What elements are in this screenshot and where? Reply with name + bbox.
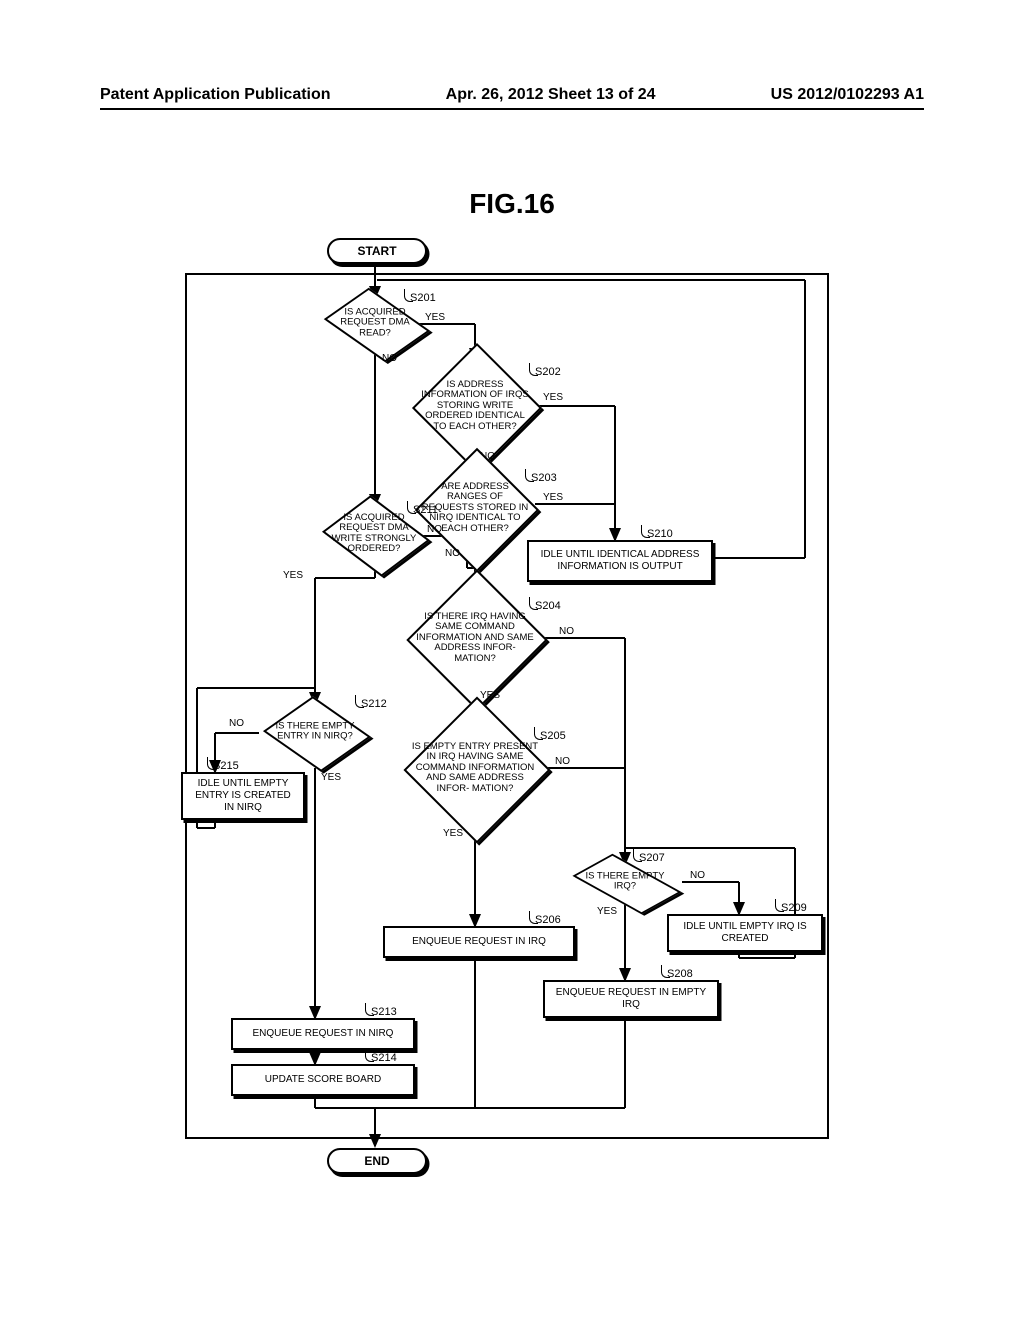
process-s208: ENQUEUE REQUEST IN EMPTY IRQ — [543, 980, 719, 1018]
process-s215: IDLE UNTIL EMPTY ENTRY IS CREATED IN NIR… — [181, 772, 305, 820]
step-tag-s208: S208 — [667, 968, 693, 980]
step-tag-s203: S203 — [531, 472, 557, 484]
label-yes: YES — [283, 570, 303, 581]
process-s209: IDLE UNTIL EMPTY IRQ IS CREATED — [667, 914, 823, 952]
label-no: NO — [445, 548, 460, 559]
step-tag-s204: S204 — [535, 600, 561, 612]
flowchart: START IS ACQUIRED REQUEST DMA READ? S201… — [185, 238, 825, 1178]
step-tag-s211: S211 — [413, 504, 438, 516]
step-tag-s214: S214 — [371, 1052, 397, 1064]
process-s213: ENQUEUE REQUEST IN NIRQ — [231, 1018, 415, 1050]
decision-s211-text: IS ACQUIRED REQUEST DMA WRITE STRONGLY O… — [329, 513, 420, 555]
label-yes: YES — [443, 828, 463, 839]
label-no: NO — [559, 626, 574, 637]
step-tag-s210: S210 — [647, 528, 673, 540]
terminator-end: END — [327, 1148, 427, 1174]
header-right: US 2012/0102293 A1 — [771, 86, 924, 104]
decision-s201-text: IS ACQUIRED REQUEST DMA READ? — [330, 307, 421, 338]
decision-s207: IS THERE EMPTY IRQ? — [589, 862, 661, 902]
decision-s207-text: IS THERE EMPTY IRQ? — [578, 872, 672, 893]
process-s206: ENQUEUE REQUEST IN IRQ — [383, 926, 575, 958]
label-no: NO — [427, 524, 442, 535]
label-no: NO — [690, 870, 705, 881]
label-no: NO — [229, 718, 244, 729]
page: Patent Application Publication Apr. 26, … — [0, 0, 1024, 1320]
decision-s202-text: IS ADDRESS INFORMATION OF IRQS STORING W… — [418, 380, 532, 432]
decision-s201: IS ACQUIRED REQUEST DMA READ? — [340, 298, 410, 348]
step-tag-s201: S201 — [410, 292, 436, 304]
decision-s211: IS ACQUIRED REQUEST DMA WRITE STRONGLY O… — [339, 506, 409, 562]
decision-s205-text: IS EMPTY ENTRY PRESENT IN IRQ HAVING SAM… — [410, 742, 540, 794]
step-tag-s205: S205 — [540, 730, 566, 742]
label-no: NO — [555, 756, 570, 767]
label-yes: YES — [321, 772, 341, 783]
label-yes: YES — [425, 312, 445, 323]
page-header: Patent Application Publication Apr. 26, … — [100, 86, 924, 110]
header-center: Apr. 26, 2012 Sheet 13 of 24 — [446, 86, 656, 104]
label-yes: YES — [597, 906, 617, 917]
decision-s204-text: IS THERE IRQ HAVING SAME COMMAND INFORMA… — [413, 612, 538, 664]
step-tag-s207: S207 — [639, 852, 665, 864]
figure-title: FIG.16 — [469, 188, 555, 220]
decision-s212: IS THERE EMPTY ENTRY IN NIRQ? — [282, 704, 348, 760]
decision-s212-text: IS THERE EMPTY ENTRY IN NIRQ? — [272, 722, 358, 743]
step-tag-s202: S202 — [535, 366, 561, 378]
step-tag-s213: S213 — [371, 1006, 397, 1018]
decision-s202: IS ADDRESS INFORMATION OF IRQS STORING W… — [431, 362, 519, 450]
step-tag-s206: S206 — [535, 914, 561, 926]
terminator-start: START — [327, 238, 427, 264]
decision-s203: ARE ADDRESS RANGES OF REQUESTS STORED IN… — [433, 466, 517, 550]
process-s214: UPDATE SCORE BOARD — [231, 1064, 415, 1096]
process-s210: IDLE UNTIL IDENTICAL ADDRESS INFORMATION… — [527, 540, 713, 582]
label-yes: YES — [480, 690, 500, 701]
decision-s205: IS EMPTY ENTRY PRESENT IN IRQ HAVING SAM… — [425, 718, 525, 818]
step-tag-s209: S209 — [781, 902, 807, 914]
header-left: Patent Application Publication — [100, 86, 331, 104]
step-tag-s215: S215 — [213, 760, 239, 772]
step-tag-s212: S212 — [361, 698, 387, 710]
label-yes: YES — [543, 492, 563, 503]
label-no: NO — [382, 353, 397, 364]
label-yes: YES — [543, 392, 563, 403]
decision-s204: IS THERE IRQ HAVING SAME COMMAND INFORMA… — [427, 590, 523, 686]
